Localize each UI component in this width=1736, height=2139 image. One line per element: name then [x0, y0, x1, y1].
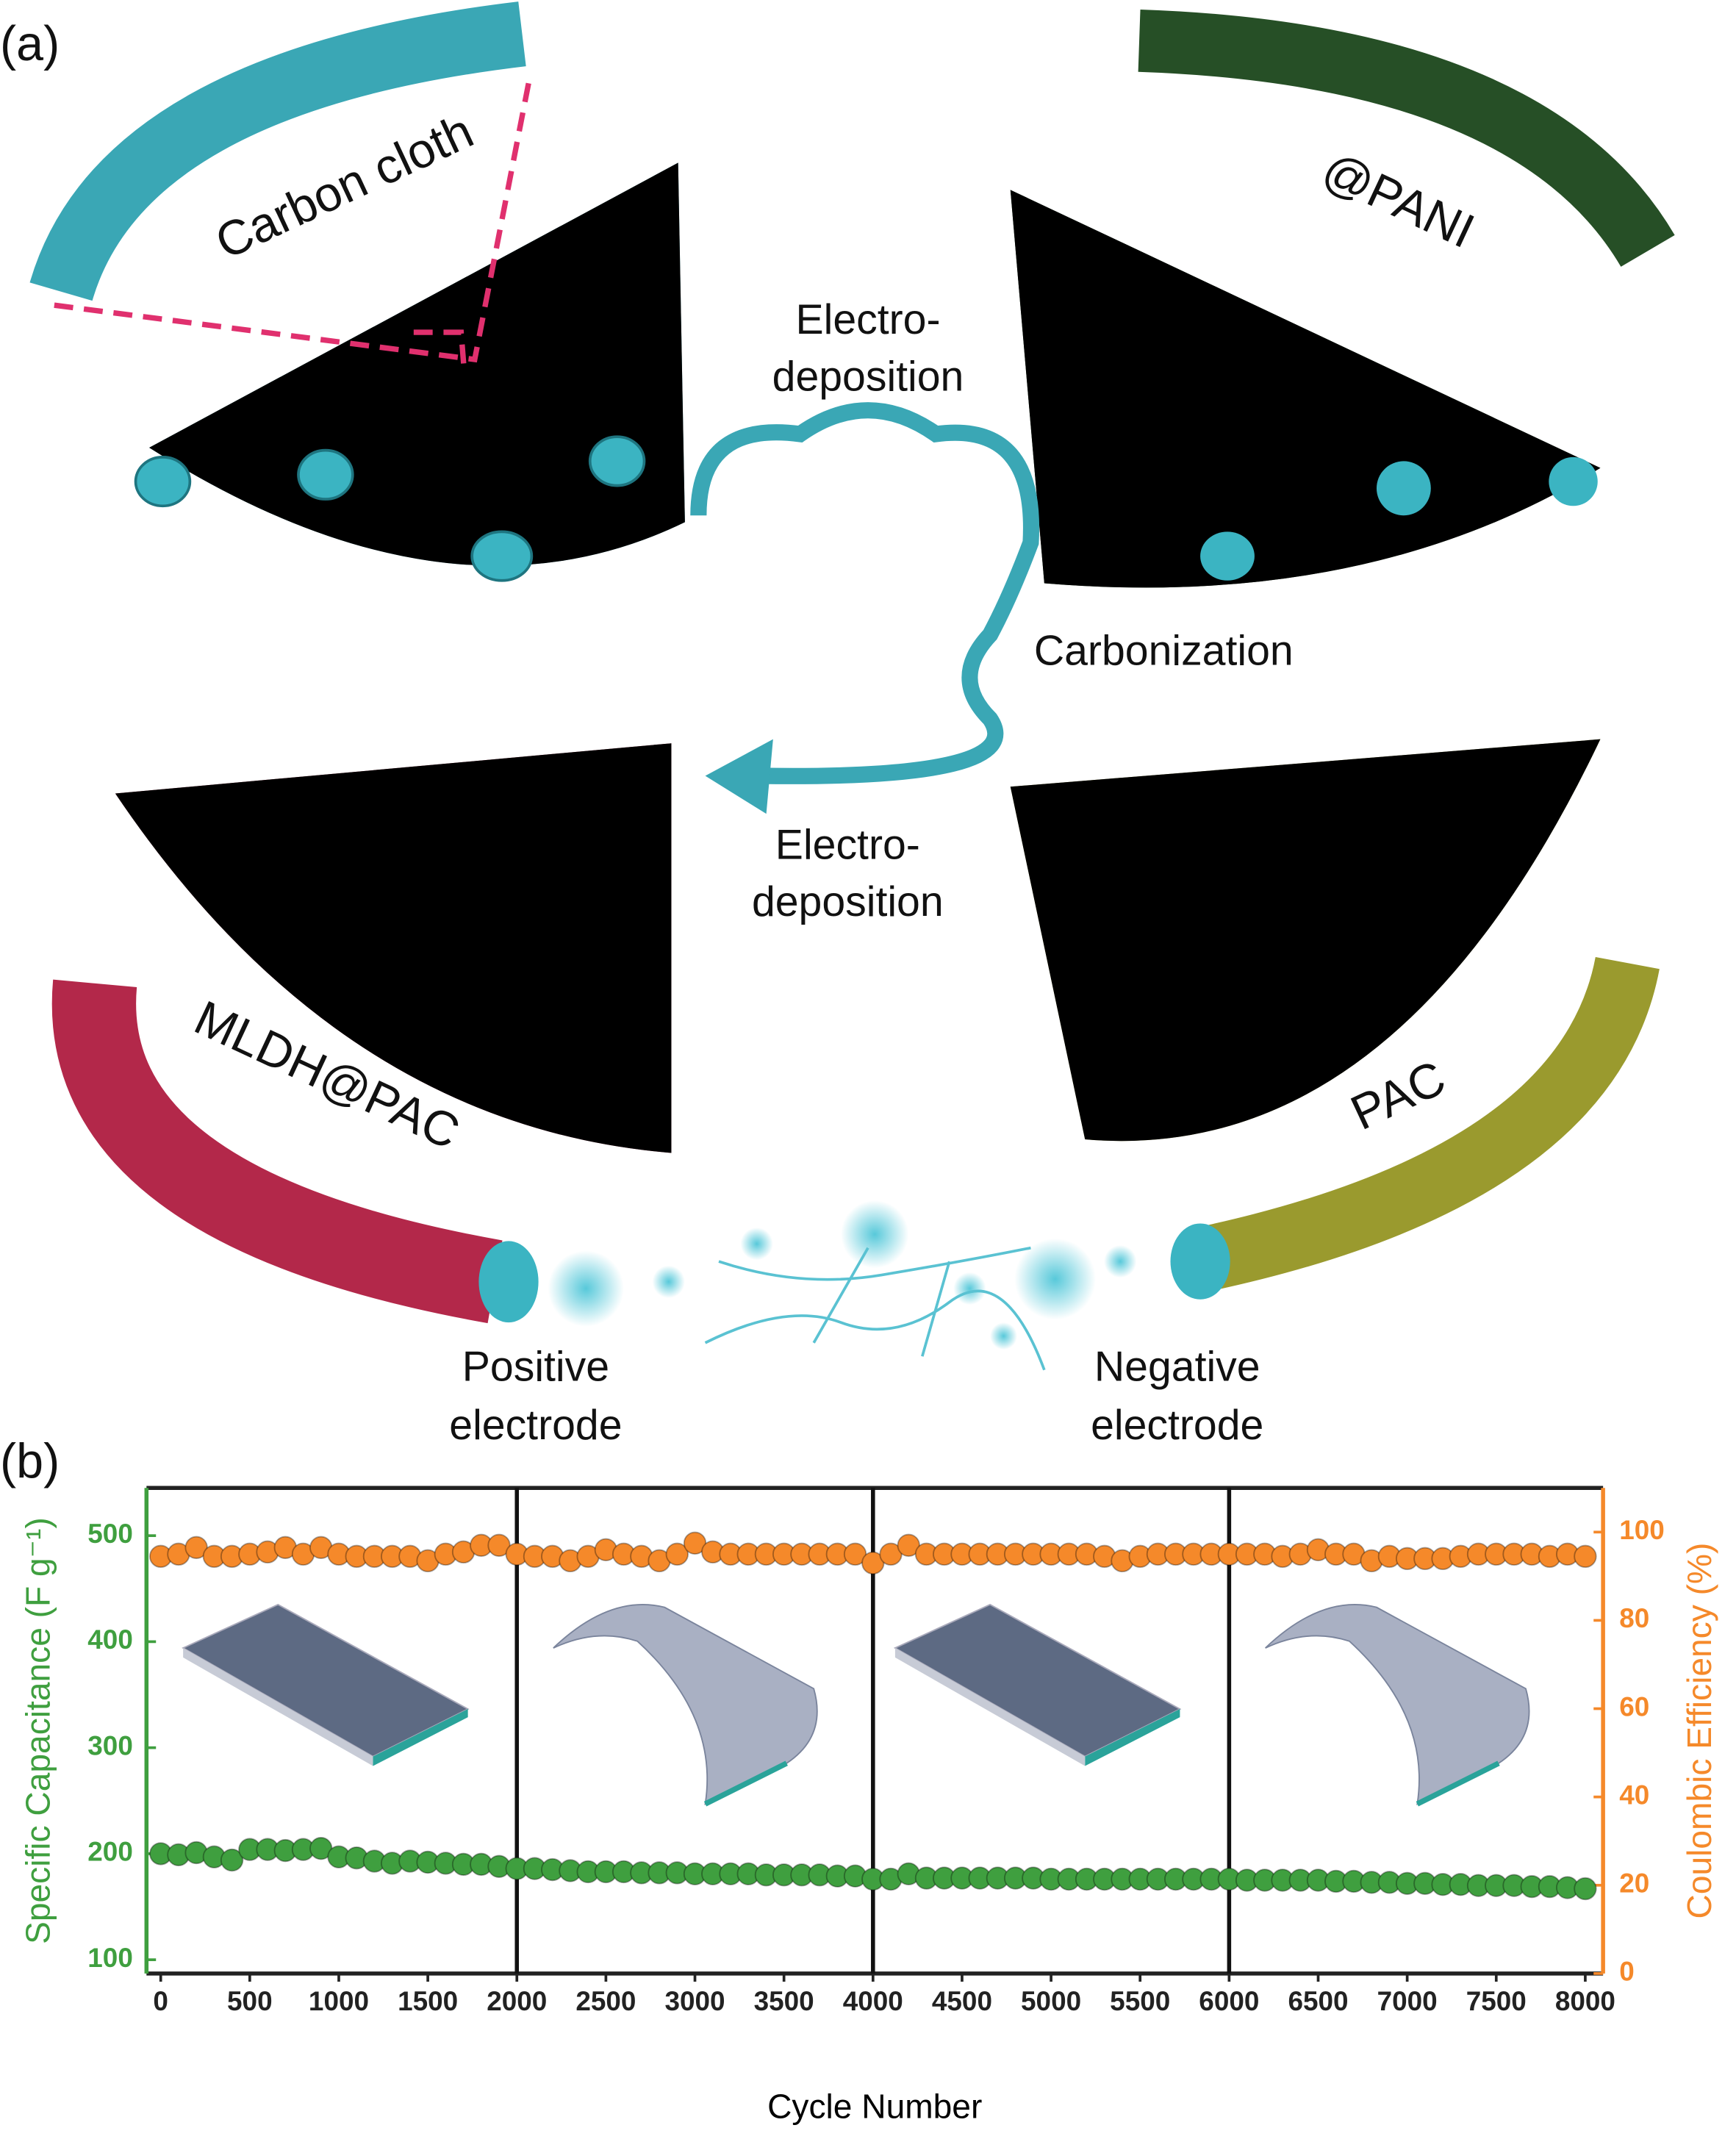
y2-tick-label: 40: [1619, 1780, 1649, 1810]
x-tick-label: 6500: [1288, 1986, 1348, 2016]
x-tick-label: 3000: [664, 1986, 725, 2016]
ion-glow: [548, 1200, 1137, 1350]
tube-end: [478, 1241, 539, 1323]
point: [665, 1542, 689, 1566]
x-tick-label: 7000: [1377, 1986, 1438, 2016]
mldh-texture: [115, 743, 672, 1153]
point: [879, 1542, 903, 1566]
x-tick-label: 8000: [1555, 1986, 1615, 2016]
panel-label: (a): [0, 17, 60, 71]
point: [897, 1533, 920, 1558]
x-tick-label: 5000: [1021, 1986, 1081, 2016]
discharge: [704, 1246, 1046, 1371]
y2-axis-title: Coulombic Efficiency (%): [1680, 1543, 1718, 1919]
y-axis-title: Specific Capacitance (F g⁻¹): [19, 1517, 57, 1944]
step-label: Electro-deposition: [752, 821, 944, 925]
point: [1574, 1544, 1597, 1569]
x-tick-label: 2500: [575, 1986, 636, 2016]
x-tick-label: 4500: [932, 1986, 992, 2016]
y2-tick-label: 60: [1619, 1691, 1649, 1721]
point: [184, 1536, 208, 1560]
point: [683, 1531, 707, 1555]
pani-fiber: [1138, 9, 1675, 268]
point: [1574, 1877, 1597, 1901]
y-tick-label: 500: [87, 1519, 133, 1549]
line: Positive: [462, 1344, 609, 1391]
carbon-cloth-texture: [149, 162, 685, 566]
panel-a-art: [29, 1, 1675, 1371]
x-tick-label: 500: [227, 1986, 273, 2016]
point: [487, 1533, 511, 1558]
y2-tick-label: 0: [1619, 1957, 1635, 1987]
x-tick-label: 5500: [1110, 1986, 1170, 2016]
pac-fiber: [1186, 956, 1660, 1294]
y2-tick-label: 80: [1619, 1603, 1649, 1633]
pani-label: @PANI: [1314, 142, 1482, 259]
tube-end: [1170, 1223, 1230, 1300]
process-arrow: [690, 402, 1040, 784]
x-tick-label: 3500: [754, 1986, 814, 2016]
x-tick-label: 1500: [398, 1986, 458, 2016]
electrode-label: Negative electrode: [1091, 1344, 1263, 1449]
tube-ends: [1200, 456, 1598, 581]
x-axis-title: Cycle Number: [767, 2088, 982, 2126]
x-tick-label: 7500: [1466, 1986, 1527, 2016]
electrode-label: Positive electrode: [449, 1344, 622, 1449]
tube-ends: [134, 435, 646, 582]
point: [309, 1836, 333, 1860]
x-tick-label: 1000: [309, 1986, 369, 2016]
y-tick-label: 400: [87, 1624, 133, 1655]
pani-texture: [1010, 190, 1601, 588]
point: [861, 1551, 885, 1575]
pac-label: PAC: [1343, 1050, 1454, 1141]
carbon-fiber: [29, 1, 526, 301]
zoom-lines: [54, 81, 532, 367]
line: deposition: [752, 878, 944, 925]
y-tick-label: 300: [87, 1730, 133, 1760]
y2-tick-label: 100: [1619, 1515, 1665, 1545]
y-tick-label: 100: [87, 1943, 133, 1973]
line: deposition: [772, 354, 964, 401]
x-tick-label: 6000: [1199, 1986, 1259, 2016]
x-tick-label: 0: [153, 1986, 168, 2016]
panel-label: (b): [0, 1434, 60, 1488]
x-tick-label: 4000: [843, 1986, 903, 2016]
step-label: Electro-deposition: [772, 296, 964, 401]
pac-texture: [1010, 739, 1601, 1142]
point: [843, 1542, 867, 1566]
line: Negative: [1094, 1344, 1260, 1391]
line: electrode: [449, 1402, 622, 1449]
y-tick-label: 200: [87, 1837, 133, 1867]
arrow-head: [705, 739, 773, 814]
y2-tick-label: 20: [1619, 1869, 1649, 1899]
line: electrode: [1091, 1402, 1263, 1449]
step-label: Carbonization: [1034, 628, 1294, 675]
device-insets: [182, 1603, 1530, 1807]
line: Electro-: [795, 296, 940, 343]
line: Electro-: [775, 821, 920, 868]
mldh-fiber: [51, 979, 503, 1324]
point: [220, 1848, 244, 1872]
x-tick-label: 2000: [487, 1986, 547, 2016]
